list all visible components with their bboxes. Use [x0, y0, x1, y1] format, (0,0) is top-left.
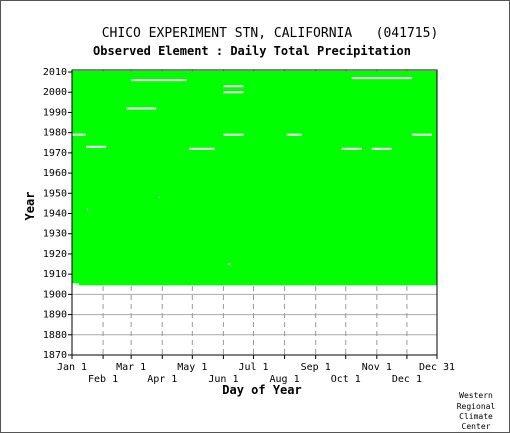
x-tick-label: Dec 31 [419, 362, 455, 373]
x-tick-label: Apr 1 [147, 374, 177, 385]
missing-data-segment [126, 107, 157, 110]
data-available-block [72, 71, 437, 286]
missing-data-segment [86, 145, 107, 148]
missing-data-segment [223, 91, 244, 94]
y-tick-label: 1990 [43, 107, 67, 118]
missing-data-segment [341, 147, 362, 150]
x-tick-label: May 1 [177, 362, 207, 373]
missing-data-segment [189, 147, 215, 150]
x-tick-label: Jan 1 [57, 362, 87, 373]
credit-line-1: Western [459, 391, 493, 400]
credit-line-4: Center [462, 422, 491, 431]
y-tick-label: 1970 [43, 148, 67, 159]
missing-data-segment [87, 208, 89, 211]
y-tick-label: 1900 [43, 289, 67, 300]
y-tick-label: 2010 [43, 67, 67, 78]
missing-data-segment [223, 85, 244, 88]
credit-line-3: Climate [459, 412, 493, 421]
missing-data-segment [159, 196, 161, 199]
y-tick-label: 1870 [43, 350, 67, 361]
plot-area: 1870 1880 1890 1900 1910 1920 1930 1940 1950 1960… [43, 67, 455, 385]
x-tick-label: Mar 1 [116, 362, 146, 373]
y-tick-label: 1940 [43, 209, 67, 220]
x-tick-label: Oct 1 [331, 374, 361, 385]
plot-border [71, 69, 438, 356]
missing-data-segment [131, 79, 187, 82]
y-tick-label: 2000 [43, 87, 67, 98]
y-tick-label: 1910 [43, 269, 67, 280]
chart-subtitle: Observed Element : Daily Total Precipita… [93, 44, 411, 58]
y-tick-label: 1890 [43, 310, 67, 321]
x-tick-label: Jun 1 [208, 374, 238, 385]
x-tick-label: Nov 1 [362, 362, 392, 373]
x-tick-label: Dec 1 [392, 374, 422, 385]
y-axis-label: Year [23, 192, 37, 221]
credit-block: Western Regional Climate Center [457, 391, 496, 431]
missing-data-segment [351, 77, 412, 80]
missing-data-segment [72, 133, 87, 136]
missing-data-segment [72, 283, 80, 286]
missing-data-segment [411, 133, 432, 136]
x-axis-label: Day of Year [222, 383, 301, 397]
missing-data-segment [228, 263, 231, 266]
x-tick-label: Sep 1 [301, 362, 331, 373]
x-tick-label: Jul 1 [238, 362, 268, 373]
y-tick-label: 1930 [43, 229, 67, 240]
missing-data-segment [223, 133, 244, 136]
x-tick-label: Aug 1 [270, 374, 300, 385]
y-tick-label: 1880 [43, 330, 67, 341]
missing-data-segment [286, 133, 302, 136]
y-tick-label: 1980 [43, 128, 67, 139]
credit-line-2: Regional [457, 402, 496, 411]
y-tick-label: 1920 [43, 249, 67, 260]
x-tick-label: Feb 1 [88, 374, 118, 385]
y-tick-label: 1960 [43, 168, 67, 179]
missing-data-segment [371, 147, 392, 150]
chart-title: CHICO EXPERIMENT STN, CALIFORNIA (041715… [102, 26, 439, 41]
y-tick-label: 1950 [43, 188, 67, 199]
